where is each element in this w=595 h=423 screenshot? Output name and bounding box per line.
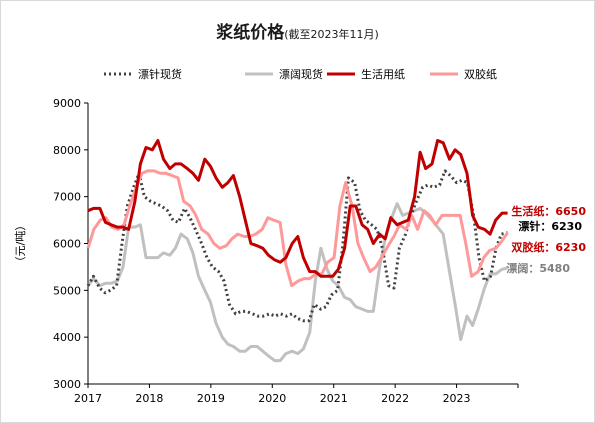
legend-label: 漂针现货 <box>138 67 182 81</box>
end-value-label: 双胶纸：6230 <box>511 240 586 254</box>
legend-label: 生活用纸 <box>361 67 405 81</box>
y-tick-label: 7000 <box>53 191 81 204</box>
series-line-2 <box>87 139 508 278</box>
y-tick-label: 5000 <box>53 284 81 297</box>
x-tick-label: 2020 <box>258 392 286 405</box>
x-tick-label: 2023 <box>443 392 471 405</box>
x-tick-label: 2019 <box>197 392 225 405</box>
chart-subtitle: (截至2023年11月) <box>284 28 379 41</box>
y-tick-label: 3000 <box>53 378 81 391</box>
y-tick-label: 9000 <box>53 97 81 110</box>
chart-title: 浆纸价格 <box>216 23 285 43</box>
series-line-1 <box>86 202 508 363</box>
legend-label: 双胶纸 <box>464 67 497 81</box>
y-tick-label: 4000 <box>53 331 81 344</box>
x-tick-label: 2022 <box>381 392 409 405</box>
end-value-label: 生活纸：6650 <box>511 204 586 218</box>
y-tick-label: 8000 <box>53 144 81 157</box>
series-line-3 <box>86 169 509 288</box>
x-tick-label: 2021 <box>320 392 348 405</box>
end-value-label: 漂阔：5480 <box>506 261 570 275</box>
y-tick-label: 6000 <box>53 238 81 251</box>
y-axis-label: （元/吨） <box>14 220 27 268</box>
legend-label: 漂阔现货 <box>279 67 323 81</box>
end-value-label: 漂针：6230 <box>518 219 582 233</box>
x-tick-label: 2017 <box>74 392 102 405</box>
chart-title-block: 浆纸价格(截至2023年11月) <box>0 18 595 43</box>
x-tick-label: 2018 <box>135 392 163 405</box>
